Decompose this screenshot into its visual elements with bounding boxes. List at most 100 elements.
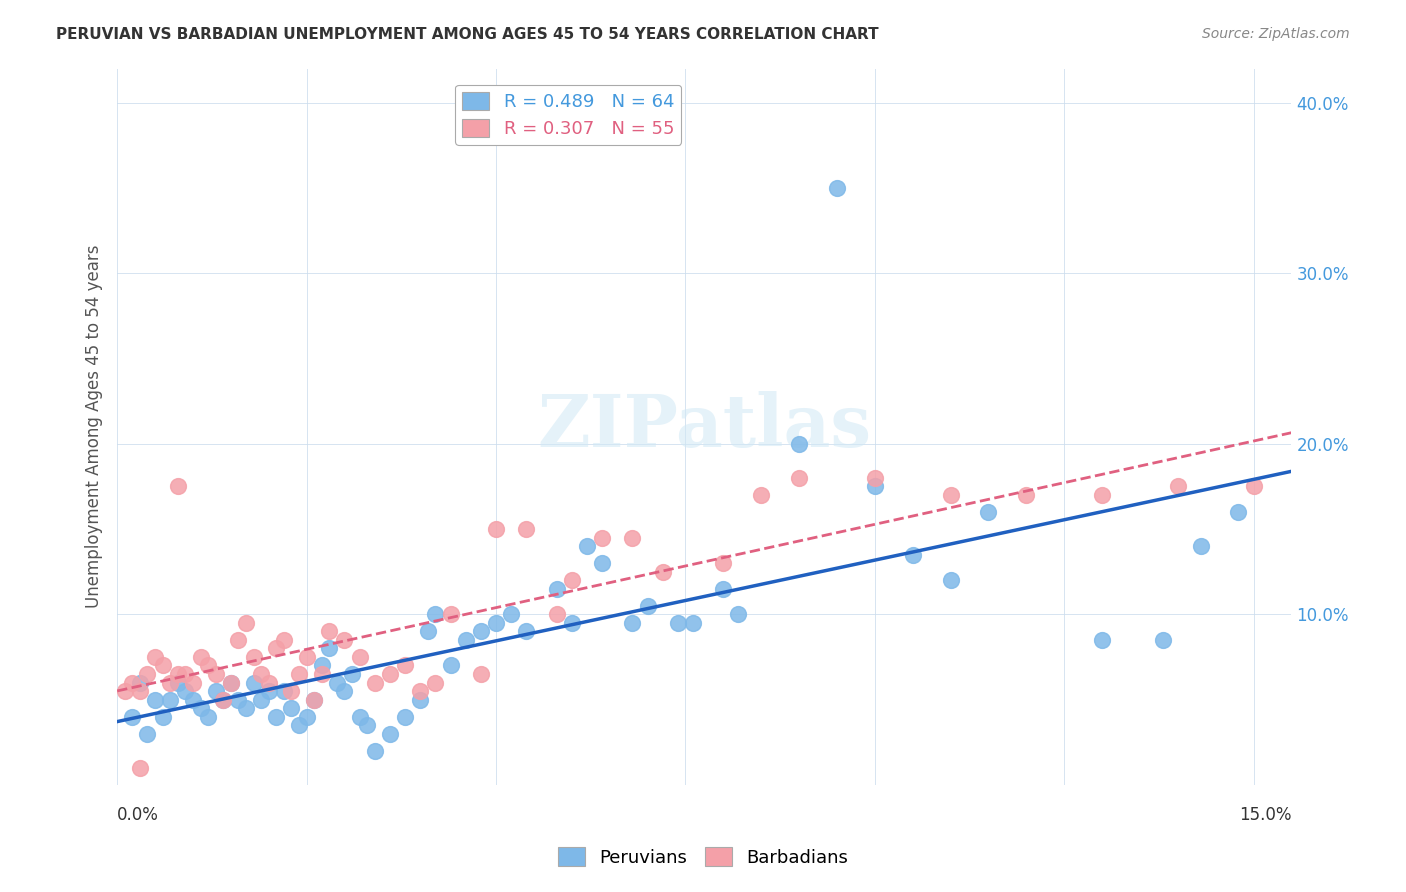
Point	[228, 692, 250, 706]
Point	[749, 488, 772, 502]
Point	[485, 615, 508, 630]
Point	[901, 548, 924, 562]
Point	[242, 649, 264, 664]
Point	[174, 667, 197, 681]
Point	[197, 658, 219, 673]
Point	[682, 615, 704, 630]
Point	[288, 718, 311, 732]
Point	[787, 436, 810, 450]
Point	[311, 658, 333, 673]
Point	[356, 718, 378, 732]
Point	[257, 675, 280, 690]
Point	[318, 624, 340, 639]
Point	[1152, 632, 1174, 647]
Point	[311, 667, 333, 681]
Point	[1015, 488, 1038, 502]
Point	[711, 556, 734, 570]
Point	[152, 658, 174, 673]
Point	[425, 607, 447, 622]
Point	[318, 641, 340, 656]
Point	[114, 684, 136, 698]
Point	[977, 505, 1000, 519]
Point	[197, 709, 219, 723]
Point	[1243, 479, 1265, 493]
Point	[143, 692, 166, 706]
Point	[166, 479, 188, 493]
Point	[235, 615, 257, 630]
Point	[333, 632, 356, 647]
Point	[439, 607, 461, 622]
Point	[546, 607, 568, 622]
Point	[295, 709, 318, 723]
Point	[787, 471, 810, 485]
Point	[711, 582, 734, 596]
Point	[863, 471, 886, 485]
Point	[349, 649, 371, 664]
Point	[1227, 505, 1250, 519]
Point	[242, 675, 264, 690]
Point	[302, 692, 325, 706]
Point	[333, 684, 356, 698]
Text: ZIPatlas: ZIPatlas	[537, 392, 872, 462]
Point	[416, 624, 439, 639]
Point	[939, 488, 962, 502]
Point	[302, 692, 325, 706]
Point	[378, 667, 401, 681]
Point	[394, 658, 416, 673]
Point	[129, 675, 152, 690]
Point	[257, 684, 280, 698]
Point	[219, 675, 242, 690]
Point	[621, 531, 644, 545]
Point	[143, 649, 166, 664]
Point	[409, 692, 432, 706]
Legend: R = 0.489   N = 64, R = 0.307   N = 55: R = 0.489 N = 64, R = 0.307 N = 55	[456, 85, 682, 145]
Text: 15.0%: 15.0%	[1239, 806, 1292, 824]
Point	[250, 692, 273, 706]
Point	[204, 667, 226, 681]
Point	[364, 675, 387, 690]
Point	[939, 573, 962, 587]
Point	[575, 539, 598, 553]
Point	[1167, 479, 1189, 493]
Point	[250, 667, 273, 681]
Point	[1189, 539, 1212, 553]
Legend: Peruvians, Barbadians: Peruvians, Barbadians	[550, 840, 856, 874]
Text: PERUVIAN VS BARBADIAN UNEMPLOYMENT AMONG AGES 45 TO 54 YEARS CORRELATION CHART: PERUVIAN VS BARBADIAN UNEMPLOYMENT AMONG…	[56, 27, 879, 42]
Point	[212, 692, 235, 706]
Point	[228, 632, 250, 647]
Point	[121, 709, 143, 723]
Point	[666, 615, 689, 630]
Point	[190, 701, 212, 715]
Y-axis label: Unemployment Among Ages 45 to 54 years: Unemployment Among Ages 45 to 54 years	[86, 245, 103, 608]
Point	[280, 684, 302, 698]
Point	[190, 649, 212, 664]
Point	[863, 479, 886, 493]
Point	[136, 727, 159, 741]
Text: Source: ZipAtlas.com: Source: ZipAtlas.com	[1202, 27, 1350, 41]
Point	[727, 607, 749, 622]
Point	[159, 675, 181, 690]
Point	[129, 684, 152, 698]
Point	[825, 181, 848, 195]
Point	[288, 667, 311, 681]
Point	[409, 684, 432, 698]
Point	[515, 522, 537, 536]
Point	[1091, 488, 1114, 502]
Point	[181, 675, 204, 690]
Point	[212, 692, 235, 706]
Point	[394, 709, 416, 723]
Point	[159, 692, 181, 706]
Point	[454, 632, 477, 647]
Point	[364, 744, 387, 758]
Point	[501, 607, 523, 622]
Point	[378, 727, 401, 741]
Point	[129, 761, 152, 775]
Point	[219, 675, 242, 690]
Point	[280, 701, 302, 715]
Point	[470, 667, 492, 681]
Point	[204, 684, 226, 698]
Point	[439, 658, 461, 673]
Point	[561, 615, 583, 630]
Point	[651, 565, 673, 579]
Point	[485, 522, 508, 536]
